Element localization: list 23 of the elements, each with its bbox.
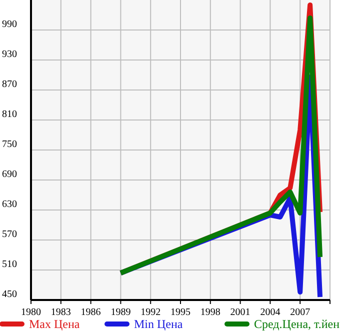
x-tick-label: 1983	[50, 307, 71, 318]
x-tick-label: 2004	[260, 307, 280, 318]
x-tick-label: 2001	[230, 307, 250, 318]
y-tick-label: 930	[2, 49, 17, 60]
x-tick-label: 1980	[21, 307, 41, 318]
x-tick-label: 1998	[200, 307, 220, 318]
legend-label: Max Цена	[29, 317, 80, 331]
y-tick-label: 750	[2, 139, 17, 150]
x-tick-label: 1989	[110, 307, 131, 318]
x-tick-label: 1992	[140, 307, 161, 318]
legend-label: Min Цена	[134, 317, 184, 331]
x-tick-label: 1986	[80, 307, 101, 318]
legend-label: Сред.Цена, т.йен	[254, 317, 340, 331]
y-tick-label: 570	[2, 229, 17, 240]
y-tick-label: 510	[2, 259, 17, 270]
y-tick-label: 810	[2, 109, 17, 120]
x-tick-label: 1995	[170, 307, 190, 318]
y-tick-label: 450	[2, 289, 17, 300]
y-tick-label: 990	[2, 19, 17, 30]
x-tick-label: 2007	[290, 307, 310, 318]
y-tick-label: 630	[2, 199, 17, 210]
y-tick-label: 870	[2, 79, 17, 90]
y-tick-label: 690	[2, 169, 17, 180]
